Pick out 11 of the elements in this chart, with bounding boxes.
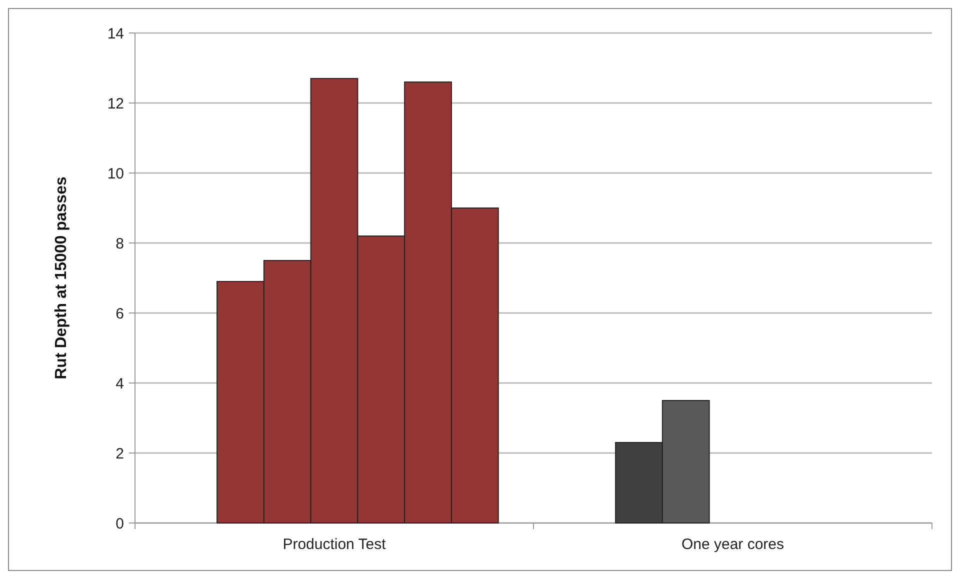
y-tick-label: 6: [116, 305, 124, 322]
y-tick-label: 14: [107, 25, 124, 42]
y-tick-label: 12: [107, 95, 124, 112]
y-tick-label: 2: [116, 445, 124, 462]
y-tick-label: 8: [116, 235, 124, 252]
y-tick-label: 0: [116, 515, 124, 532]
x-tick-label: One year cores: [681, 536, 784, 553]
y-axis-title: Rut Depth at 15000 passes: [53, 176, 70, 380]
x-tick-label: Production Test: [282, 536, 387, 553]
y-tick-label: 4: [116, 375, 124, 392]
y-tick-label: 10: [107, 165, 124, 182]
